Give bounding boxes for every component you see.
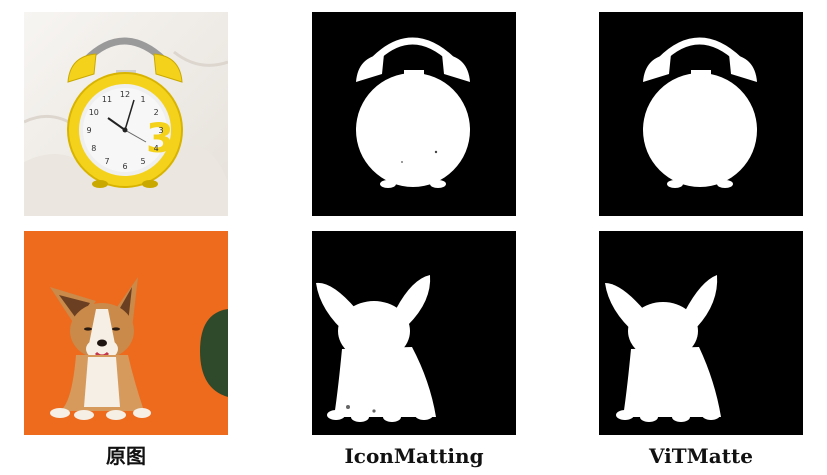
clock-iconmatting-matte: [312, 12, 516, 216]
clock-numeral: 5: [140, 157, 145, 166]
corgi-original-image: [24, 231, 228, 435]
clock-numeral: 8: [91, 144, 96, 153]
corgi-iconmatting-matte: [312, 231, 516, 435]
clock-vitmatte-matte: [599, 12, 803, 216]
clock-numeral: 6: [122, 162, 127, 171]
clock-numeral: 10: [89, 108, 99, 117]
caption-original: 原图: [106, 444, 146, 468]
svg-text:3: 3: [146, 116, 174, 162]
clock-numeral: 11: [102, 95, 112, 104]
caption-iconmatting: IconMatting: [344, 444, 484, 468]
clock-numeral: 3: [158, 126, 163, 135]
clock-numeral: 9: [86, 126, 91, 135]
clock-numeral: 2: [154, 108, 159, 117]
clock-numeral: 7: [104, 157, 109, 166]
clock-numeral: 12: [120, 90, 130, 99]
clock-original-image: 3 12 1 2 3 4 5 6 7 8 9 10 11: [24, 12, 228, 216]
clock-numeral: 1: [140, 95, 145, 104]
corgi-vitmatte-matte: [599, 231, 803, 435]
caption-vitmatte: ViTMatte: [649, 444, 753, 468]
clock-numeral: 4: [154, 144, 159, 153]
